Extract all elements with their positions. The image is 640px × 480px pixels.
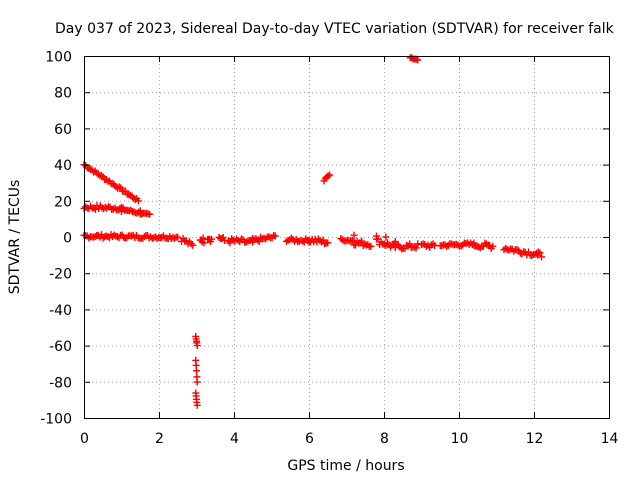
data-point <box>199 234 207 242</box>
data-point <box>171 234 179 242</box>
data-point <box>516 249 524 257</box>
data-point <box>113 233 121 241</box>
data-point <box>305 236 313 244</box>
data-point <box>324 172 332 180</box>
data-point <box>208 235 215 243</box>
data-point <box>326 171 334 179</box>
data-point <box>373 232 380 240</box>
data-point <box>110 231 118 239</box>
y-tick-label: 80 <box>54 86 72 102</box>
y-tick-label: -100 <box>40 412 72 428</box>
y-axis-title: SDTVAR / TECUs <box>7 180 23 295</box>
data-point <box>429 240 437 248</box>
chart-title: Day 037 of 2023, Sidereal Day-to-day VTE… <box>55 21 615 37</box>
data-point <box>412 244 420 252</box>
data-point <box>319 236 327 244</box>
data-point <box>122 187 130 195</box>
data-point <box>90 168 98 176</box>
data-point <box>125 191 133 199</box>
data-point <box>382 233 390 241</box>
data-point <box>94 170 102 178</box>
data-point <box>538 253 545 261</box>
data-point <box>193 378 201 386</box>
data-point <box>367 242 375 250</box>
data-point <box>489 242 497 250</box>
data-point <box>257 233 265 241</box>
y-tick-label: 100 <box>45 50 72 66</box>
data-point <box>182 237 190 245</box>
data-point <box>391 238 399 246</box>
data-point <box>234 236 242 244</box>
data-point <box>260 234 268 242</box>
x-tick-label: 14 <box>601 431 619 447</box>
y-tick-label: -40 <box>49 303 72 319</box>
data-point <box>134 197 142 205</box>
data-point <box>414 56 422 64</box>
data-point <box>115 183 123 191</box>
data-point <box>193 367 200 375</box>
data-point <box>468 240 476 248</box>
data-point <box>485 241 493 249</box>
data-point <box>505 246 513 254</box>
data-point <box>287 234 295 242</box>
x-tick-label: 2 <box>155 431 164 447</box>
data-point <box>316 237 324 245</box>
x-tick-label: 8 <box>380 431 389 447</box>
x-tick-label: 12 <box>526 431 544 447</box>
data-point <box>193 401 201 409</box>
y-tick-label: 20 <box>54 194 72 210</box>
data-point <box>86 165 94 173</box>
data-point <box>513 246 521 254</box>
y-tick-label: 0 <box>63 231 72 247</box>
data-point <box>524 248 532 256</box>
data-point <box>187 240 195 248</box>
data-point <box>98 172 106 180</box>
data-point <box>105 234 113 242</box>
x-tick-label: 4 <box>230 431 239 447</box>
x-tick-label: 10 <box>451 431 469 447</box>
data-point <box>174 233 182 241</box>
data-point <box>242 238 250 246</box>
data-point <box>117 184 125 192</box>
x-tick-label: 0 <box>80 431 89 447</box>
x-tick-label: 6 <box>305 431 314 447</box>
data-point <box>476 244 484 252</box>
data-point <box>534 251 542 259</box>
data-point <box>324 239 332 247</box>
data-point <box>193 342 201 350</box>
data-point <box>146 210 154 218</box>
y-tick-label: -60 <box>49 339 72 355</box>
y-tick-label: -80 <box>49 375 72 391</box>
data-point <box>109 180 117 188</box>
y-tick-label: 40 <box>54 158 72 174</box>
data-point <box>265 233 273 241</box>
data-points <box>80 54 545 409</box>
data-point <box>103 204 111 212</box>
data-point <box>350 231 358 239</box>
data-point <box>528 251 536 259</box>
data-point <box>189 241 197 249</box>
data-point <box>140 233 148 241</box>
data-point <box>138 210 146 218</box>
data-point <box>362 241 370 249</box>
y-tick-label: -20 <box>49 267 72 283</box>
data-point <box>271 232 279 240</box>
data-point <box>406 240 414 248</box>
data-point <box>118 208 125 216</box>
data-point <box>131 196 139 204</box>
x-axis-title: GPS time / hours <box>287 458 404 474</box>
data-point <box>411 243 419 251</box>
axis-ticks: 0 2 4 6 8 10 12 14 -100 -80 -60 -40 -20 0 20 40 60 80 100 <box>40 50 618 448</box>
data-point <box>283 237 290 245</box>
y-tick-label: 60 <box>54 122 72 138</box>
data-point <box>136 207 144 215</box>
data-point <box>200 239 208 247</box>
